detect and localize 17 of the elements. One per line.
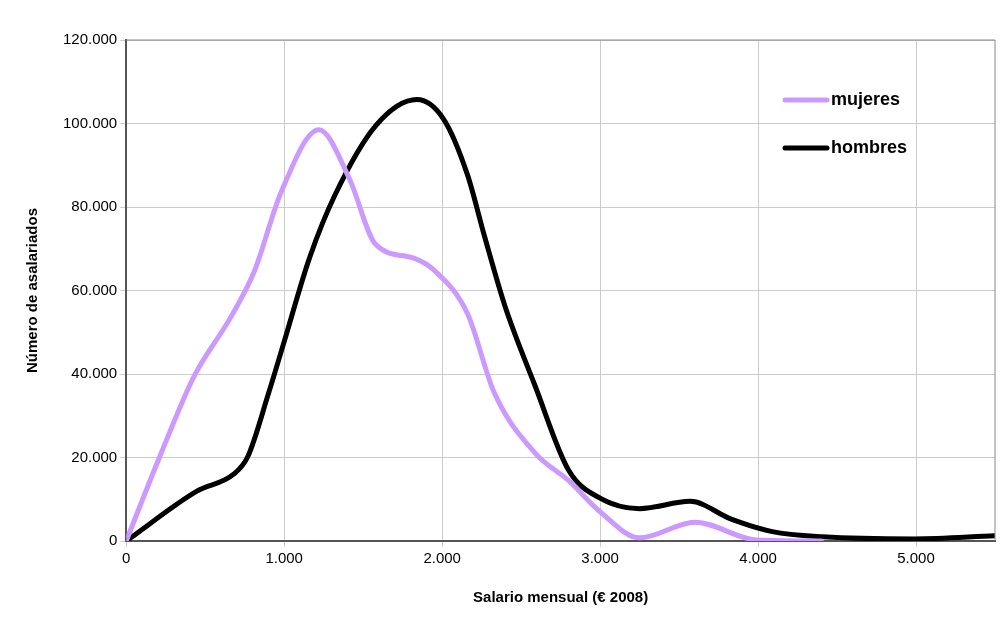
y-tick-label: 120.000 (62, 30, 118, 48)
x-tick-label: 4.000 (739, 549, 777, 567)
x-tick-label: 1.000 (265, 549, 303, 567)
x-tick-label: 5.000 (897, 549, 935, 567)
y-tick-label: 0 (108, 531, 118, 549)
x-tick-label: 0 (122, 549, 131, 567)
x-tick-label: 3.000 (581, 549, 619, 567)
x-axis-title: Salario mensual (€ 2008) (473, 588, 649, 606)
y-tick-label: 80.000 (71, 197, 118, 215)
y-tick-label: 20.000 (71, 447, 118, 465)
legend-label: hombres (831, 136, 908, 157)
y-tick-label: 40.000 (71, 364, 118, 382)
y-tick-label: 60.000 (71, 280, 118, 298)
legend-label: mujeres (831, 88, 901, 109)
y-tick-label: 100.000 (62, 113, 118, 131)
x-tick-label: 2.000 (423, 549, 461, 567)
y-axis-title: Número de asalariados (23, 207, 41, 374)
